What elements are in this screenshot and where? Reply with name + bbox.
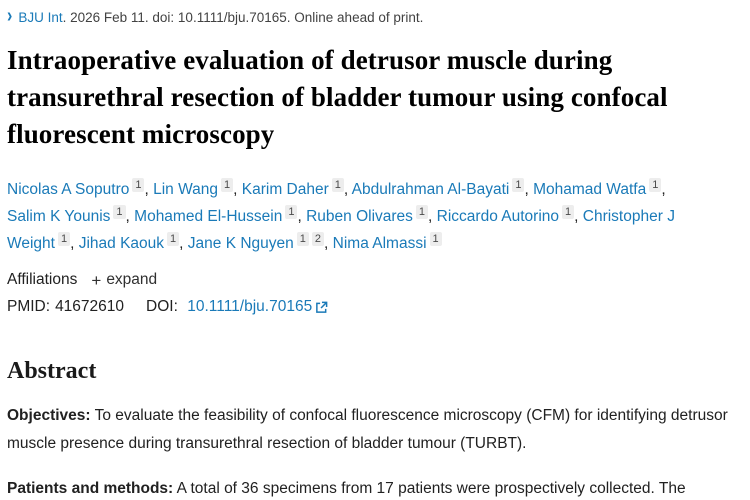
affiliation-superscript[interactable]: 1 xyxy=(562,205,575,219)
author-link[interactable]: Jane K Nguyen xyxy=(187,235,294,252)
affiliation-superscript[interactable]: 1 xyxy=(285,205,298,219)
author-link[interactable]: Abdulrahman Al-Bayati xyxy=(351,181,510,198)
abstract-section-text: A total of 36 specimens from 17 patients… xyxy=(176,480,686,497)
author-separator: , xyxy=(428,208,437,225)
author-separator: , xyxy=(324,235,333,252)
affiliations-row: Affiliations + expand xyxy=(7,271,742,289)
journal-link[interactable]: BJU Int xyxy=(18,9,63,25)
author-separator: , xyxy=(233,181,242,198)
doi-label: DOI: xyxy=(146,298,178,315)
abstract-heading: Abstract xyxy=(7,358,97,384)
author-list: Nicolas A Soputro 1, Lin Wang 1, Karim Dah… xyxy=(7,176,707,257)
author-separator: , xyxy=(144,181,154,198)
chevron-right-icon[interactable]: › xyxy=(7,5,13,27)
abstract-section-text: To evaluate the feasibility of confocal … xyxy=(7,407,728,452)
author-link[interactable]: Nima Almassi xyxy=(332,235,427,252)
affiliation-superscript[interactable]: 1 xyxy=(331,178,344,192)
author-link[interactable]: Lin Wang xyxy=(153,181,219,198)
author-separator: , xyxy=(661,181,666,198)
author-link[interactable]: Mohamed El-Hussein xyxy=(134,208,283,225)
abstract-section-label: Patients and methods: xyxy=(7,480,174,497)
affiliation-superscript[interactable]: 1 xyxy=(649,178,662,192)
article-title: Intraoperative evaluation of detrusor mu… xyxy=(7,45,668,149)
affiliation-superscript[interactable]: 1 xyxy=(57,232,71,246)
abstract-paragraph: Objectives: To evaluate the feasibility … xyxy=(7,402,742,458)
affiliation-superscript[interactable]: 2 xyxy=(311,232,325,246)
author-separator: , xyxy=(70,235,79,252)
citation-text: . 2026 Feb 11. doi: 10.1111/bju.70165. O… xyxy=(62,9,424,25)
abstract-paragraph: Patients and methods: A total of 36 spec… xyxy=(7,475,742,500)
pmid-label: PMID: xyxy=(7,298,51,315)
affiliation-superscript[interactable]: 1 xyxy=(221,178,234,192)
author-separator: , xyxy=(297,208,307,225)
affiliations-label: Affiliations xyxy=(7,271,78,288)
identifiers-row: PMID: 41672610 DOI: 10.1111/bju.70165 xyxy=(7,298,742,316)
affiliation-superscript[interactable]: 1 xyxy=(512,178,525,192)
author-separator: , xyxy=(524,181,534,198)
doi-link[interactable]: 10.1111/bju.70165 xyxy=(187,298,328,316)
author-link[interactable]: Mohamad Watfa xyxy=(533,181,647,198)
affiliation-superscript[interactable]: 1 xyxy=(296,232,309,246)
expand-label: expand xyxy=(106,271,158,288)
affiliation-superscript[interactable]: 1 xyxy=(167,232,180,246)
author-link[interactable]: Christopher J Weight xyxy=(7,208,675,252)
external-link-icon xyxy=(316,301,328,313)
author-link[interactable]: Jihad Kaouk xyxy=(78,235,165,252)
author-separator: , xyxy=(179,235,188,252)
author-separator: , xyxy=(125,208,135,225)
abstract-section-label: Objectives: xyxy=(7,407,91,424)
author-link[interactable]: Ruben Olivares xyxy=(306,208,413,225)
affiliation-superscript[interactable]: 1 xyxy=(415,205,429,219)
author-link[interactable]: Nicolas A Soputro xyxy=(7,181,130,198)
affiliation-superscript[interactable]: 1 xyxy=(113,205,126,219)
plus-icon: + xyxy=(91,270,102,290)
author-link[interactable]: Riccardo Autorino xyxy=(436,208,560,225)
journal-citation-line: › BJU Int. 2026 Feb 11. doi: 10.1111/bju… xyxy=(7,5,742,27)
author-separator: , xyxy=(574,208,583,225)
affiliation-superscript[interactable]: 1 xyxy=(132,178,145,192)
abstract-body: Objectives: To evaluate the feasibility … xyxy=(7,402,742,500)
author-link[interactable]: Salim K Younis xyxy=(7,208,111,225)
affiliation-superscript[interactable]: 1 xyxy=(429,232,442,246)
author-link[interactable]: Karim Daher xyxy=(241,181,329,198)
expand-affiliations-button[interactable]: + expand xyxy=(91,271,157,289)
pmid-value: 41672610 xyxy=(55,298,125,315)
author-separator: , xyxy=(343,181,352,198)
